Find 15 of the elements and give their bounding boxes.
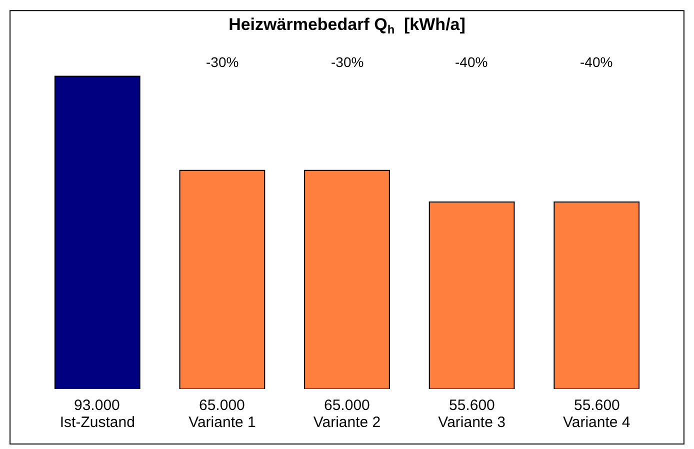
- text: -30%: [331, 54, 364, 70]
- text: -40%: [455, 54, 488, 70]
- text: -30%: [206, 54, 239, 70]
- data-label: 65.000: [324, 397, 370, 414]
- x-tick-label: Variante 1: [188, 414, 256, 431]
- text: -40%: [580, 54, 613, 70]
- data-label: 55.600: [449, 397, 495, 414]
- x-tick-label: Variante 2: [313, 414, 381, 431]
- x-tick-label: Ist-Zustand: [60, 414, 135, 431]
- x-tick-label: Variante 3: [438, 414, 506, 431]
- data-label: 93.000: [74, 397, 120, 414]
- x-tick-label: Variante 4: [562, 414, 630, 431]
- data-label: 65.000: [199, 397, 245, 414]
- chart-title: Heizwärmebedarf Q$_{h}$ [kWh/a]: [228, 14, 466, 36]
- data-label: 55.600: [574, 397, 620, 414]
